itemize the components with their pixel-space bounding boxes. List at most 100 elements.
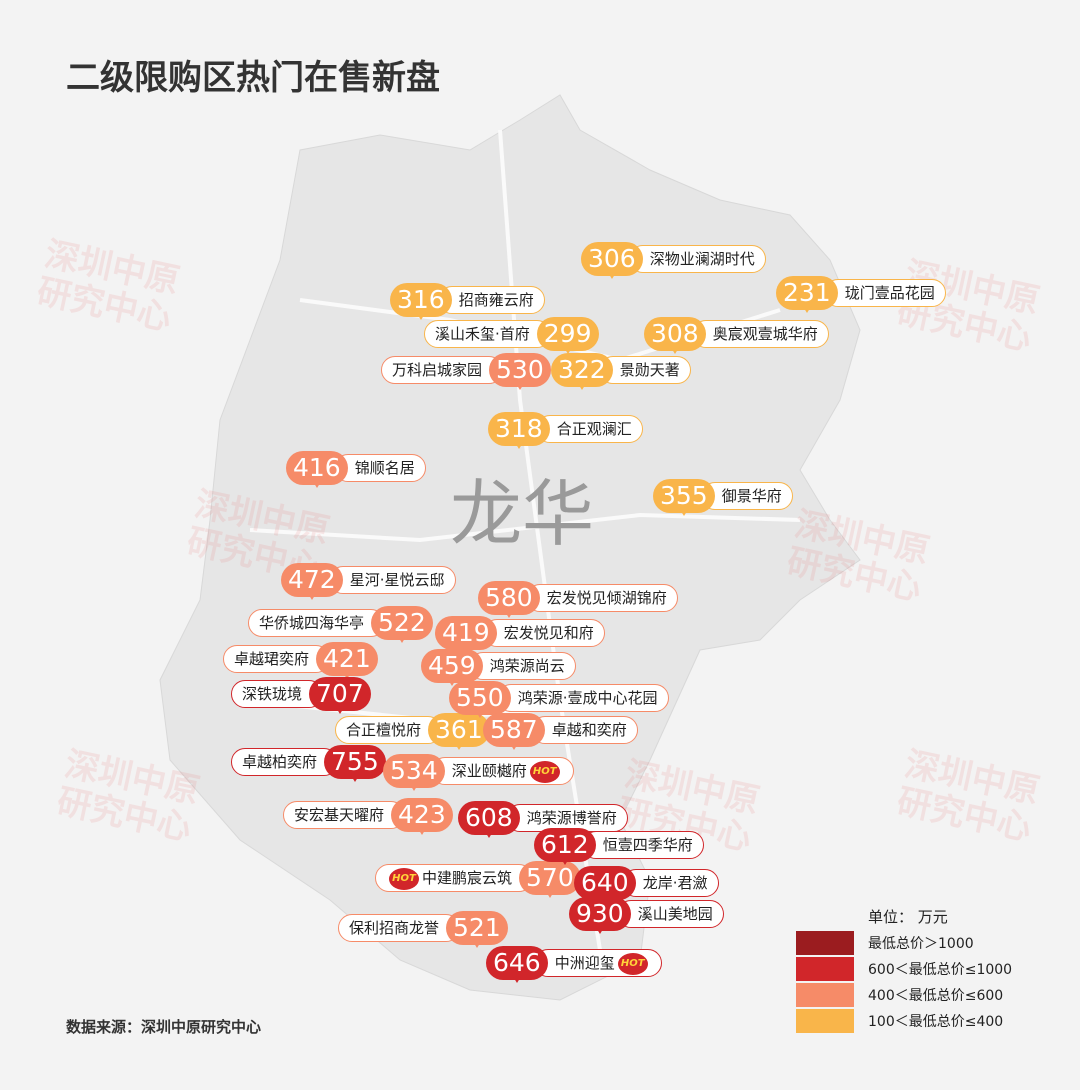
project-name-text: 中建鹏宸云筑 bbox=[422, 869, 513, 887]
price-bubble: 306 bbox=[581, 242, 643, 279]
legend-swatch bbox=[796, 1009, 854, 1033]
marker: 472 星河·星悦云邸 bbox=[281, 563, 456, 600]
project-name-text: 溪山禾玺·首府 bbox=[435, 325, 530, 343]
marker: 保利招商龙誉 521 bbox=[338, 911, 508, 948]
project-name-text: 锦顺名居 bbox=[354, 459, 415, 477]
project-name-text: 深铁珑境 bbox=[242, 685, 303, 703]
marker: 卓越珺奕府 421 bbox=[223, 642, 378, 679]
project-name-text: 安宏基天曜府 bbox=[294, 806, 385, 824]
marker: 646 中洲迎玺 HOT bbox=[486, 946, 662, 983]
project-name-text: 恒壹四季华府 bbox=[602, 836, 693, 854]
price-bubble: 421 bbox=[316, 642, 378, 679]
project-name: 御景华府 bbox=[700, 482, 793, 510]
project-name-text: 鸿荣源尚云 bbox=[489, 657, 565, 675]
price-bubble: 755 bbox=[324, 745, 386, 782]
price-bubble: 640 bbox=[574, 866, 636, 903]
marker: HOT 中建鹏宸云筑 570 bbox=[375, 861, 581, 898]
marker: 587 卓越和奕府 bbox=[483, 713, 638, 750]
marker: 580 宏发悦见倾湖锦府 bbox=[478, 581, 678, 618]
project-name-text: 中洲迎玺 bbox=[554, 954, 615, 972]
marker: 231 珑门壹品花园 bbox=[776, 276, 946, 313]
project-name: 深物业澜湖时代 bbox=[628, 245, 766, 273]
hot-icon: HOT bbox=[389, 867, 419, 890]
price-bubble: 930 bbox=[569, 897, 631, 934]
project-name-text: 深物业澜湖时代 bbox=[649, 250, 755, 268]
title: 二级限购区热门在售新盘 bbox=[66, 58, 440, 98]
project-name: 星河·星悦云邸 bbox=[328, 566, 456, 594]
project-name: 安宏基天曜府 bbox=[283, 801, 406, 829]
price-bubble: 423 bbox=[391, 798, 453, 835]
project-name: 招商雍云府 bbox=[437, 286, 545, 314]
source: 数据来源：深圳中原研究中心 bbox=[66, 1018, 262, 1036]
project-name-text: 溪山美地园 bbox=[637, 905, 713, 923]
marker: 316 招商雍云府 bbox=[390, 283, 545, 320]
project-name-text: 景勋天著 bbox=[619, 361, 680, 379]
project-name: 卓越柏奕府 bbox=[231, 748, 339, 776]
marker: 万科启城家园 530 bbox=[381, 353, 551, 390]
project-name-text: 星河·星悦云邸 bbox=[349, 571, 445, 589]
legend-swatch bbox=[796, 983, 854, 1007]
project-name: 卓越珺奕府 bbox=[223, 645, 331, 673]
project-name: 卓越和奕府 bbox=[530, 716, 638, 744]
price-bubble: 316 bbox=[390, 283, 452, 320]
project-name: 景勋天著 bbox=[598, 356, 691, 384]
marker: 612 恒壹四季华府 bbox=[534, 828, 704, 865]
marker: 安宏基天曜府 423 bbox=[283, 798, 453, 835]
project-name: HOT 中建鹏宸云筑 bbox=[375, 864, 534, 892]
price-bubble: 355 bbox=[653, 479, 715, 516]
project-name: 鸿荣源·壹成中心花园 bbox=[496, 684, 669, 712]
legend-label: 100＜最低总价≤400 bbox=[868, 1014, 1004, 1030]
marker: 459 鸿荣源尚云 bbox=[421, 649, 576, 686]
price-bubble: 570 bbox=[519, 861, 581, 898]
marker: 318 合正观澜汇 bbox=[488, 412, 643, 449]
project-name: 锦顺名居 bbox=[333, 454, 426, 482]
marker: 深铁珑境 707 bbox=[231, 677, 371, 714]
marker: 419 宏发悦见和府 bbox=[435, 616, 605, 653]
project-name-text: 鸿荣源博誉府 bbox=[526, 809, 617, 827]
price-bubble: 419 bbox=[435, 616, 497, 653]
project-name-text: 珑门壹品花园 bbox=[844, 284, 935, 302]
price-bubble: 587 bbox=[483, 713, 545, 750]
district-label: 龙华 bbox=[450, 472, 595, 556]
legend-swatch bbox=[796, 957, 854, 981]
project-name: 奥宸观壹城华府 bbox=[691, 320, 829, 348]
marker: 640 龙岸·君瀲 bbox=[574, 866, 719, 903]
marker: 溪山禾玺·首府 299 bbox=[424, 317, 599, 354]
price-bubble: 299 bbox=[536, 317, 599, 354]
project-name: 中洲迎玺 HOT bbox=[533, 949, 662, 977]
legend-label: 400＜最低总价≤600 bbox=[868, 988, 1004, 1004]
marker: 322 景勋天著 bbox=[551, 353, 691, 390]
project-name: 合正檀悦府 bbox=[335, 716, 443, 744]
project-name-text: 卓越柏奕府 bbox=[242, 753, 318, 771]
project-name-text: 宏发悦见倾湖锦府 bbox=[546, 589, 667, 607]
project-name: 宏发悦见倾湖锦府 bbox=[525, 584, 678, 612]
marker: 416 锦顺名居 bbox=[286, 451, 426, 488]
marker: 550 鸿荣源·壹成中心花园 bbox=[449, 681, 669, 718]
project-name-text: 深业颐樾府 bbox=[451, 762, 527, 780]
project-name: 华侨城四海华亭 bbox=[248, 609, 386, 637]
hot-icon: HOT bbox=[529, 760, 560, 783]
marker: 华侨城四海华亭 522 bbox=[248, 606, 433, 643]
roads bbox=[239, 129, 801, 951]
project-name: 溪山美地园 bbox=[616, 900, 724, 928]
price-bubble: 612 bbox=[534, 828, 596, 865]
project-name-text: 龙岸·君瀲 bbox=[642, 874, 708, 892]
project-name: 保利招商龙誉 bbox=[338, 914, 461, 942]
marker: 306 深物业澜湖时代 bbox=[581, 242, 766, 279]
project-name-text: 卓越和奕府 bbox=[551, 721, 627, 739]
project-name: 深铁珑境 bbox=[231, 680, 324, 708]
price-bubble: 231 bbox=[776, 276, 838, 313]
project-name: 合正观澜汇 bbox=[535, 415, 643, 443]
price-bubble: 361 bbox=[428, 713, 490, 750]
marker: 308 奥宸观壹城华府 bbox=[644, 317, 829, 354]
price-bubble: 646 bbox=[486, 946, 548, 983]
project-name: 鸿荣源尚云 bbox=[468, 652, 576, 680]
marker: 卓越柏奕府 755 bbox=[231, 745, 386, 782]
project-name-text: 保利招商龙誉 bbox=[349, 919, 440, 937]
price-bubble: 459 bbox=[421, 649, 483, 686]
legend-unit: 单位： 万元 bbox=[868, 908, 948, 926]
price-bubble: 472 bbox=[281, 563, 343, 600]
price-bubble: 550 bbox=[449, 681, 511, 718]
project-name-text: 合正檀悦府 bbox=[346, 721, 422, 739]
